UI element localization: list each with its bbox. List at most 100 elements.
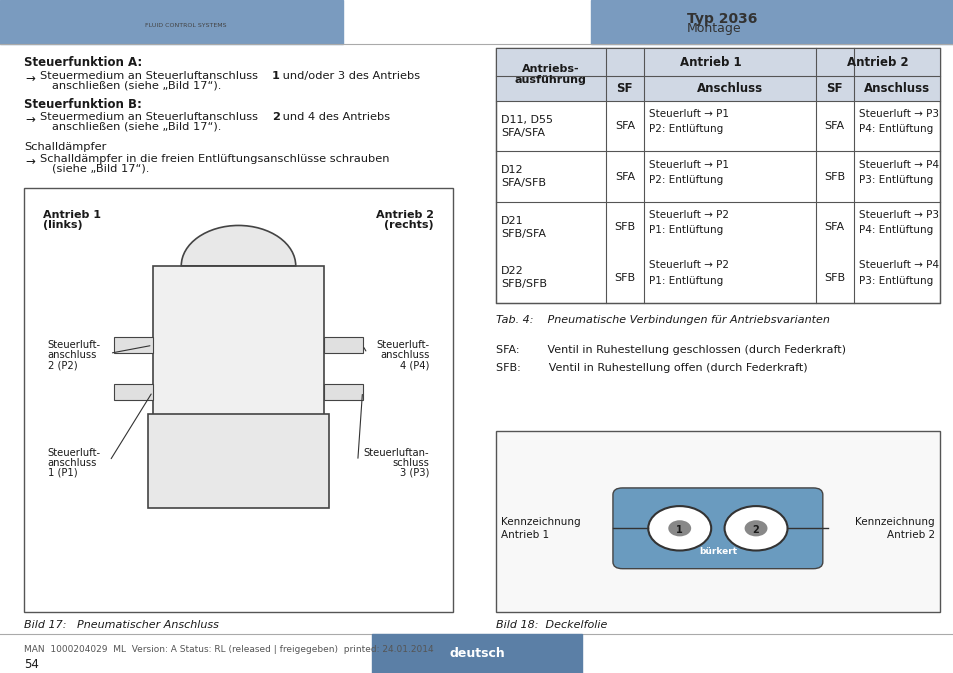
- Text: 54: 54: [24, 658, 39, 672]
- Text: Antriebs-
ausführung: Antriebs- ausführung: [515, 64, 586, 85]
- Text: →: →: [26, 72, 35, 85]
- Text: Steuerluft → P3: Steuerluft → P3: [858, 109, 938, 119]
- Bar: [24, 188, 453, 612]
- Text: SFA: SFA: [614, 121, 635, 131]
- Wedge shape: [181, 225, 295, 266]
- Text: Steuermedium an Steuerluftanschluss: Steuermedium an Steuerluftanschluss: [40, 112, 261, 122]
- Text: Steuerluft → P3: Steuerluft → P3: [858, 210, 938, 220]
- Text: P1: Entlüftung: P1: Entlüftung: [648, 225, 722, 236]
- Text: SFB: SFB: [823, 273, 844, 283]
- Text: Anschluss: Anschluss: [696, 81, 762, 95]
- Text: Bild 18:  Deckelfolie: Bild 18: Deckelfolie: [496, 620, 607, 629]
- Bar: [0, 0, 343, 44]
- Text: 4 (P4): 4 (P4): [399, 360, 429, 370]
- Bar: [324, 336, 362, 353]
- Text: P3: Entlüftung: P3: Entlüftung: [858, 175, 932, 185]
- Text: deutsch: deutsch: [449, 647, 504, 660]
- Bar: [148, 414, 329, 508]
- Text: 3 (P3): 3 (P3): [399, 468, 429, 478]
- Text: SFA: SFA: [614, 172, 635, 182]
- Bar: [324, 384, 362, 400]
- Text: →: →: [26, 113, 35, 127]
- Text: Steuerfunktion A:: Steuerfunktion A:: [24, 56, 142, 69]
- Text: Tab. 4:    Pneumatische Verbindungen für Antriebsvarianten: Tab. 4: Pneumatische Verbindungen für An…: [496, 315, 829, 324]
- Text: P2: Entlüftung: P2: Entlüftung: [648, 125, 722, 135]
- Bar: [496, 75, 939, 101]
- Text: Steuermedium an Steuerluftanschluss: Steuermedium an Steuerluftanschluss: [40, 71, 261, 81]
- Bar: [496, 48, 939, 75]
- Text: Schalldämpfer: Schalldämpfer: [24, 142, 106, 151]
- FancyBboxPatch shape: [613, 488, 821, 569]
- Text: schluss: schluss: [392, 458, 429, 468]
- Text: bürkert: bürkert: [148, 8, 224, 26]
- Text: FLUID CONTROL SYSTEMS: FLUID CONTROL SYSTEMS: [145, 23, 227, 28]
- Text: SFB: SFB: [614, 222, 635, 232]
- Text: Steuerluft-: Steuerluft-: [375, 340, 429, 350]
- Text: 2: 2: [272, 112, 279, 122]
- Text: 2: 2: [752, 525, 759, 534]
- Text: Antrieb 1: Antrieb 1: [679, 56, 740, 69]
- Text: P2: Entlüftung: P2: Entlüftung: [648, 175, 722, 185]
- Text: Kennzeichnung: Kennzeichnung: [855, 517, 934, 526]
- Bar: [372, 634, 581, 673]
- Text: Steuerluft-: Steuerluft-: [48, 340, 101, 350]
- Text: 1: 1: [676, 525, 682, 534]
- Text: Montage: Montage: [686, 22, 740, 35]
- Text: SFA: SFA: [823, 121, 844, 131]
- Text: Steuerluft → P2: Steuerluft → P2: [648, 260, 728, 271]
- Text: Bild 17:   Pneumatischer Anschluss: Bild 17: Pneumatischer Anschluss: [24, 620, 218, 629]
- Text: SFA:        Ventil in Ruhestellung geschlossen (durch Federkraft): SFA: Ventil in Ruhestellung geschlossen …: [496, 345, 845, 355]
- Text: P4: Entlüftung: P4: Entlüftung: [858, 225, 932, 236]
- Text: Antrieb 2: Antrieb 2: [846, 56, 907, 69]
- Bar: [114, 336, 152, 353]
- Bar: [496, 48, 605, 101]
- Text: Steuerluft → P1: Steuerluft → P1: [648, 160, 728, 170]
- Text: SFA: SFA: [823, 222, 844, 232]
- Text: Antrieb 2: Antrieb 2: [886, 530, 934, 540]
- Text: Kennzeichnung: Kennzeichnung: [500, 517, 579, 526]
- Text: Steuerluft → P4: Steuerluft → P4: [858, 260, 938, 271]
- Text: Steuerluft-: Steuerluft-: [48, 448, 101, 458]
- Text: anschließen (siehe „Bild 17“).: anschließen (siehe „Bild 17“).: [52, 122, 222, 131]
- Text: D11, D55
SFA/SFA: D11, D55 SFA/SFA: [500, 114, 553, 138]
- Text: Steuerfunktion B:: Steuerfunktion B:: [24, 98, 142, 111]
- Text: MAN  1000204029  ML  Version: A Status: RL (released | freigegeben)  printed: 24: MAN 1000204029 ML Version: A Status: RL …: [24, 645, 433, 654]
- Text: Steuerluft → P2: Steuerluft → P2: [648, 210, 728, 220]
- Text: →: →: [26, 155, 35, 168]
- Text: Steuerluftan-: Steuerluftan-: [363, 448, 429, 458]
- Bar: [496, 48, 939, 303]
- Circle shape: [743, 520, 766, 536]
- Bar: [114, 384, 152, 400]
- Text: anschluss: anschluss: [48, 458, 97, 468]
- Text: P3: Entlüftung: P3: Entlüftung: [858, 276, 932, 286]
- Text: und/oder 3 des Antriebs: und/oder 3 des Antriebs: [278, 71, 419, 81]
- Circle shape: [724, 506, 787, 551]
- Bar: [591, 0, 953, 44]
- Text: P4: Entlüftung: P4: Entlüftung: [858, 125, 932, 135]
- Text: Steuerluft → P1: Steuerluft → P1: [648, 109, 728, 119]
- Circle shape: [667, 520, 690, 536]
- Text: Antrieb 1: Antrieb 1: [43, 211, 101, 220]
- Text: 1: 1: [272, 71, 279, 81]
- Text: (rechts): (rechts): [384, 221, 434, 230]
- Text: bürkert: bürkert: [699, 547, 736, 557]
- Text: Typ 2036: Typ 2036: [686, 12, 757, 26]
- Text: 2 (P2): 2 (P2): [48, 360, 77, 370]
- Text: SF: SF: [616, 81, 633, 95]
- Text: (siehe „Bild 17“).: (siehe „Bild 17“).: [52, 164, 150, 173]
- Bar: [152, 266, 324, 421]
- Text: SFB:        Ventil in Ruhestellung offen (durch Federkraft): SFB: Ventil in Ruhestellung offen (durch…: [496, 363, 807, 373]
- Bar: [0, 634, 953, 673]
- Circle shape: [648, 506, 710, 551]
- Text: P1: Entlüftung: P1: Entlüftung: [648, 276, 722, 286]
- Text: D21
SFB/SFA: D21 SFB/SFA: [500, 215, 545, 239]
- Text: 1 (P1): 1 (P1): [48, 468, 77, 478]
- Text: anschluss: anschluss: [48, 350, 97, 360]
- Text: Schalldämpfer in die freien Entlüftungsanschlüsse schrauben: Schalldämpfer in die freien Entlüftungsa…: [40, 154, 389, 164]
- Text: Anschluss: Anschluss: [862, 81, 929, 95]
- Text: Antrieb 1: Antrieb 1: [500, 530, 548, 540]
- Text: D12
SFA/SFB: D12 SFA/SFB: [500, 165, 545, 188]
- Bar: [496, 431, 939, 612]
- Text: (links): (links): [43, 221, 83, 230]
- Text: anschluss: anschluss: [379, 350, 429, 360]
